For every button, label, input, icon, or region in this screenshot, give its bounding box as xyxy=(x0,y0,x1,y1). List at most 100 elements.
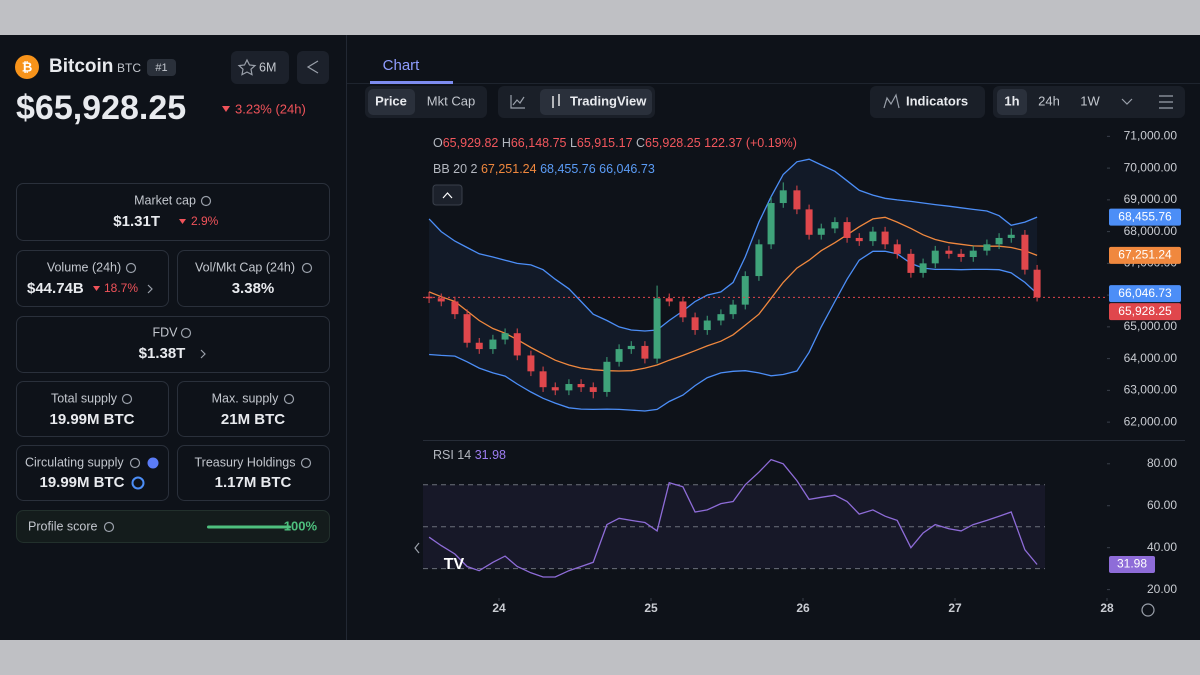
price-tag xyxy=(1109,303,1181,321)
bb-value: 68,455.76 xyxy=(540,162,596,176)
x-tick-label: 26 xyxy=(796,601,810,615)
stat-value: 1.17M BTC xyxy=(215,474,292,491)
x-tick-label: 28 xyxy=(1100,601,1114,615)
stat-change: 2.9% xyxy=(191,214,219,228)
candle-body xyxy=(869,231,877,242)
bottom-border xyxy=(0,640,1200,675)
candle-body xyxy=(577,384,585,388)
candle-body xyxy=(957,253,965,258)
stat-value: 19.99M BTC xyxy=(49,411,134,428)
toggle-mkt-cap[interactable]: Mkt Cap xyxy=(427,93,475,108)
toggle-active xyxy=(540,89,652,115)
stat-label: Circulating supply xyxy=(25,455,124,469)
candle-body xyxy=(463,314,471,343)
rsi-line xyxy=(428,458,1038,578)
stat-label: Treasury Holdings xyxy=(195,455,296,469)
band-fill xyxy=(429,159,1038,411)
sidebar-toggle[interactable] xyxy=(414,542,420,554)
y-tick-label: 71,000.00 xyxy=(1124,129,1178,143)
ohlc-key: O xyxy=(433,136,443,150)
share-button[interactable] xyxy=(297,51,329,84)
x-tick-label: 24 xyxy=(492,601,506,615)
button-bg xyxy=(231,51,289,84)
value-tag xyxy=(1109,555,1155,573)
watchlist-count: 6M xyxy=(259,60,276,74)
coin-logo-glyph: ₿ xyxy=(22,59,33,74)
x-tick-label: 25 xyxy=(644,601,658,615)
price-change: 3.23% (24h) xyxy=(235,101,306,116)
candle-body xyxy=(679,301,687,318)
coin-price: $65,928.25 xyxy=(16,89,186,127)
candle-body xyxy=(615,349,623,362)
interval[interactable]: 1h xyxy=(1004,93,1019,108)
coin-name: Bitcoin xyxy=(49,56,113,77)
collapse-icon xyxy=(442,192,453,199)
stat-label: Market cap xyxy=(134,193,196,207)
tab[interactable]: Chart xyxy=(383,57,421,74)
rsi-value: 31.98 xyxy=(475,448,506,462)
candle-body xyxy=(805,209,813,235)
candle-icon xyxy=(552,94,560,108)
info-icon xyxy=(300,457,312,469)
candle-body xyxy=(691,317,699,331)
candle-body xyxy=(729,304,737,315)
candle-body xyxy=(843,222,851,238)
price-tag-label: 67,251.24 xyxy=(1118,248,1172,262)
interval-active xyxy=(997,89,1027,115)
candle-body xyxy=(627,345,635,350)
candle-body xyxy=(881,231,889,245)
info-icon xyxy=(103,521,115,533)
candle-body xyxy=(969,250,977,258)
stat-card xyxy=(16,381,169,437)
ohlc-key: L xyxy=(570,136,577,150)
price-tag xyxy=(1109,208,1181,226)
bb-value: 67,251.24 xyxy=(481,162,537,176)
info-icon xyxy=(121,393,133,405)
toggle-price[interactable]: Price xyxy=(375,93,407,108)
toggle-tradingview[interactable]: TradingView xyxy=(570,93,647,108)
value-tag-label: 31.98 xyxy=(1117,557,1147,571)
stat-change: 18.7% xyxy=(104,281,138,295)
stat-label: Max. supply xyxy=(212,391,279,405)
interval[interactable]: 24h xyxy=(1038,93,1060,108)
price-tag-label: 68,455.76 xyxy=(1118,209,1172,223)
candle-body xyxy=(565,384,573,391)
y-tick-label: 64,000.00 xyxy=(1124,351,1178,365)
verified-badge xyxy=(147,457,159,469)
indicators-icon xyxy=(883,93,900,109)
collapse-button[interactable] xyxy=(432,184,463,206)
stat-label: Vol/Mkt Cap (24h) xyxy=(195,260,295,274)
settings-icon[interactable] xyxy=(1159,95,1173,109)
candle-body xyxy=(755,244,763,277)
dropdown-icon[interactable] xyxy=(1121,98,1133,105)
stat-value: 3.38% xyxy=(232,280,275,297)
down-arrow xyxy=(179,219,186,224)
toggle-active xyxy=(368,89,415,115)
candle-body xyxy=(1033,269,1041,298)
candle-body xyxy=(437,298,445,302)
settings-gear[interactable] xyxy=(1141,603,1155,617)
candle-body xyxy=(665,298,673,302)
share-icon xyxy=(306,60,319,74)
stat-value: 19.99M BTC xyxy=(39,474,124,491)
indicators-button[interactable]: Indicators xyxy=(870,86,985,118)
stat-label: Profile score xyxy=(28,519,98,533)
line-chart-icon[interactable] xyxy=(510,95,525,109)
watchlist-button[interactable]: 6M xyxy=(231,51,289,84)
stat-card xyxy=(177,381,330,437)
stat-label: Total supply xyxy=(51,391,118,405)
candle-body xyxy=(945,250,953,254)
band-line xyxy=(428,216,1038,372)
info-icon xyxy=(129,457,141,469)
stat-card xyxy=(16,445,169,501)
down-arrow xyxy=(222,106,230,112)
interval[interactable]: 1W xyxy=(1080,93,1100,108)
candle-body xyxy=(589,387,597,392)
ohlc-key: H xyxy=(502,136,511,150)
band-line xyxy=(429,250,1038,412)
y-tick-label: 68,000.00 xyxy=(1124,224,1178,238)
button-bg xyxy=(297,51,329,84)
candle-body xyxy=(513,333,521,356)
stat-card xyxy=(177,445,330,501)
rsi-label: RSI 14 xyxy=(433,448,471,462)
